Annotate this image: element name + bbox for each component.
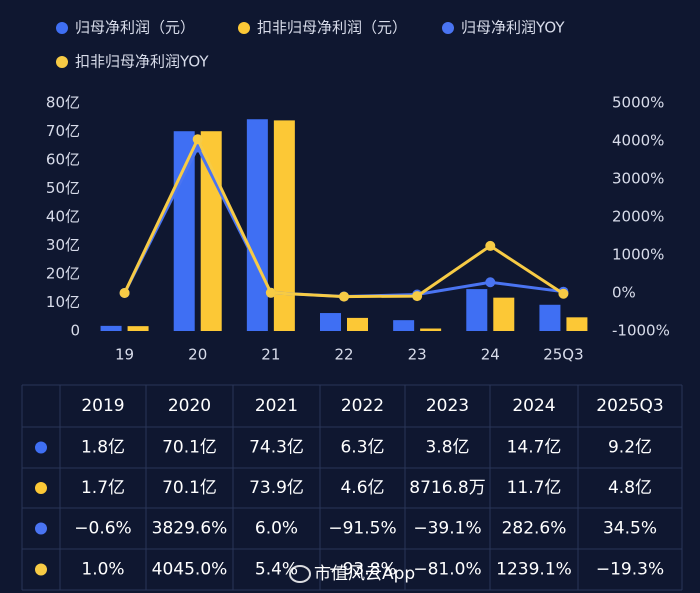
table-header: 2022 bbox=[341, 396, 384, 416]
bar bbox=[320, 313, 341, 331]
row-marker bbox=[35, 482, 47, 494]
y2-tick-label: 2000% bbox=[612, 208, 664, 226]
bar bbox=[100, 325, 122, 331]
bar bbox=[273, 120, 295, 331]
watermark-icon bbox=[289, 565, 311, 583]
y-tick-label: 60亿 bbox=[46, 151, 80, 169]
table-cell: 1.7亿 bbox=[81, 478, 125, 498]
table-cell: −19.3% bbox=[596, 560, 664, 580]
table-header: 2021 bbox=[255, 396, 298, 416]
row-marker bbox=[35, 441, 47, 454]
legend-label: 归母净利润（元） bbox=[75, 19, 195, 37]
table-cell: 282.6% bbox=[502, 519, 567, 539]
table-cell: 3.8亿 bbox=[425, 438, 469, 458]
y-tick-label: 50亿 bbox=[46, 179, 80, 197]
table-cell: 8716.8万 bbox=[409, 478, 485, 498]
table-header: 2024 bbox=[512, 396, 555, 416]
bar bbox=[493, 297, 515, 331]
table-cell: 3829.6% bbox=[152, 519, 228, 539]
table-cell: 14.7亿 bbox=[507, 438, 562, 458]
y-tick-label: 10亿 bbox=[46, 293, 80, 311]
y2-tick-label: 1000% bbox=[612, 246, 664, 264]
line-point bbox=[485, 277, 496, 288]
y-tick-label: 0 bbox=[70, 322, 80, 340]
line-point bbox=[119, 287, 130, 298]
y-tick-label: 40亿 bbox=[46, 208, 80, 226]
bar bbox=[466, 289, 488, 331]
table-cell: −39.1% bbox=[413, 519, 481, 539]
table-cell: 6.0% bbox=[255, 519, 298, 539]
legend-label: 扣非归母净利润YOY bbox=[75, 53, 209, 71]
bar bbox=[246, 119, 268, 332]
line-point bbox=[485, 240, 496, 251]
line-point bbox=[412, 291, 423, 302]
table-header: 2020 bbox=[168, 396, 211, 416]
x-tick-label: 21 bbox=[261, 346, 280, 364]
y2-tick-label: 5000% bbox=[612, 94, 664, 112]
line-point bbox=[558, 288, 569, 299]
table-cell: 70.1亿 bbox=[162, 438, 217, 458]
table-cell: 1.8亿 bbox=[81, 438, 125, 458]
legend-label: 归母净利润YOY bbox=[461, 19, 565, 37]
legend-marker bbox=[442, 22, 454, 34]
bar bbox=[127, 326, 149, 331]
line-point bbox=[265, 287, 276, 298]
x-tick-label: 23 bbox=[408, 346, 427, 364]
table-cell: 11.7亿 bbox=[507, 478, 562, 498]
bar bbox=[393, 320, 415, 331]
table-cell: 73.9亿 bbox=[249, 478, 304, 498]
bar bbox=[566, 317, 588, 331]
y-tick-label: 30亿 bbox=[46, 236, 80, 254]
x-tick-label: 24 bbox=[481, 346, 500, 364]
table-cell: −91.5% bbox=[328, 519, 396, 539]
table-cell: 1.0% bbox=[81, 560, 124, 580]
y-tick-label: 70亿 bbox=[46, 122, 80, 140]
table-cell: 4045.0% bbox=[152, 560, 228, 580]
line-point bbox=[192, 134, 203, 145]
watermark: 市值风云App bbox=[314, 564, 415, 584]
legend-label: 扣非归母净利润（元） bbox=[257, 19, 407, 37]
table-cell: −93.8% bbox=[328, 560, 396, 580]
table-cell: 74.3亿 bbox=[249, 438, 304, 458]
bar bbox=[347, 317, 368, 331]
table-cell: 34.5% bbox=[603, 519, 657, 539]
line-point bbox=[339, 291, 349, 302]
y2-tick-label: -1000% bbox=[612, 322, 670, 340]
y2-tick-label: 0% bbox=[612, 284, 636, 302]
table-cell: 6.3亿 bbox=[340, 438, 384, 458]
legend-marker bbox=[238, 22, 250, 34]
bar bbox=[420, 328, 442, 331]
table-cell: 4.6亿 bbox=[340, 478, 384, 498]
y-tick-label: 80亿 bbox=[46, 94, 80, 112]
table-header: 2023 bbox=[426, 396, 469, 416]
table-header: 2025Q3 bbox=[596, 396, 663, 416]
row-marker bbox=[35, 563, 47, 576]
x-tick-label: 20 bbox=[188, 346, 207, 364]
x-tick-label: 19 bbox=[115, 346, 134, 364]
table-header: 2019 bbox=[81, 396, 124, 416]
y2-tick-label: 3000% bbox=[612, 170, 664, 188]
table-cell: 70.1亿 bbox=[162, 478, 217, 498]
table-cell: 1239.1% bbox=[496, 560, 572, 580]
table-cell: 4.8亿 bbox=[608, 478, 652, 498]
table-cell: 5.4% bbox=[255, 560, 298, 580]
row-marker bbox=[35, 522, 47, 535]
y-tick-label: 20亿 bbox=[46, 265, 80, 283]
y2-tick-label: 4000% bbox=[612, 132, 664, 150]
x-tick-label: 22 bbox=[334, 346, 353, 364]
bar bbox=[539, 304, 561, 331]
table-cell: 9.2亿 bbox=[608, 438, 652, 458]
table-cell: −0.6% bbox=[74, 519, 131, 539]
legend-marker bbox=[56, 22, 68, 34]
x-tick-label: 25Q3 bbox=[543, 346, 583, 364]
legend-marker bbox=[56, 56, 68, 68]
table-cell: −81.0% bbox=[413, 560, 481, 580]
